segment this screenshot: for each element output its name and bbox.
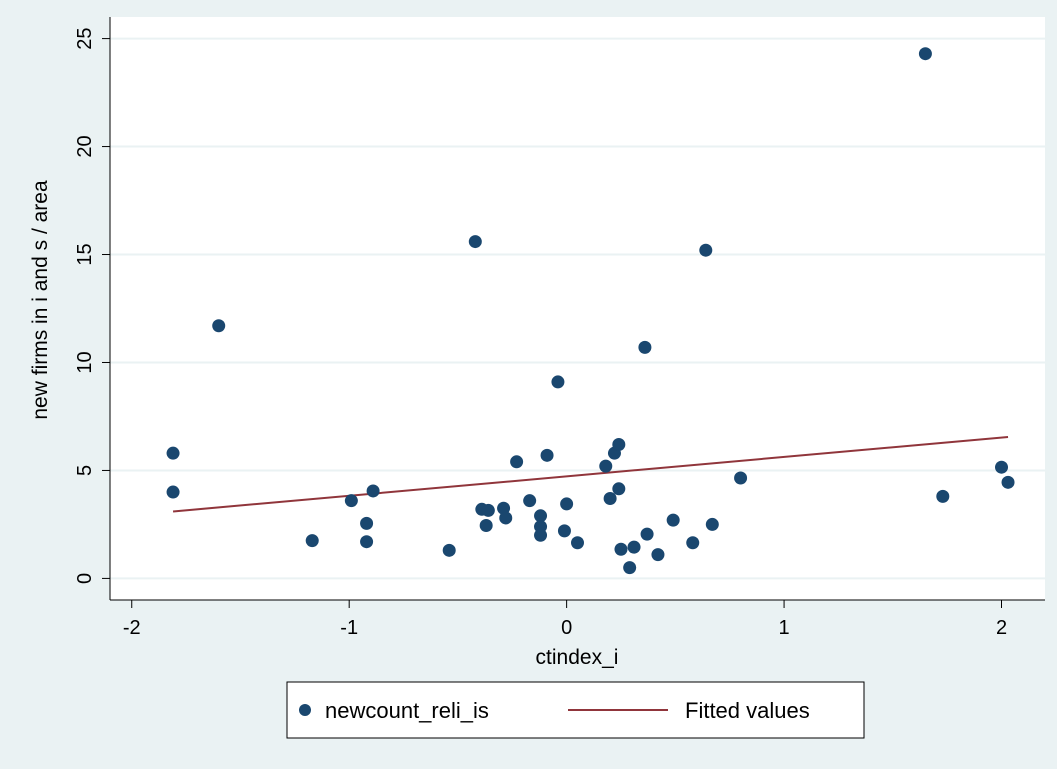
plot-area — [110, 17, 1045, 600]
data-point — [599, 459, 613, 473]
data-point — [479, 519, 493, 533]
fitted-line — [172, 435, 1009, 513]
legend-label-points: newcount_reli_is — [325, 698, 489, 723]
x-tick-label: 2 — [996, 617, 1007, 639]
y-tick-label: 10 — [74, 351, 96, 373]
data-point — [918, 47, 932, 61]
data-point — [499, 511, 513, 525]
data-point — [666, 513, 680, 527]
gridlines — [110, 37, 1045, 580]
data-point — [534, 509, 548, 523]
fitted-values-series — [172, 435, 1009, 513]
data-point — [614, 542, 628, 556]
data-point — [510, 455, 524, 469]
y-tick-label: 0 — [74, 573, 96, 584]
x-tick-label: -1 — [340, 617, 358, 639]
data-point — [640, 527, 654, 541]
data-point — [560, 497, 574, 511]
y-tick-label: 15 — [74, 243, 96, 265]
data-point — [523, 494, 537, 508]
data-point — [705, 517, 719, 531]
data-point — [551, 375, 565, 389]
data-point — [734, 471, 748, 485]
data-point — [627, 540, 641, 554]
legend-label-fit: Fitted values — [685, 698, 810, 723]
data-point — [686, 536, 700, 550]
y-axis-title: new firms in i and s / area — [29, 180, 52, 420]
data-point — [612, 482, 626, 496]
data-point — [360, 516, 374, 530]
data-point — [540, 448, 554, 462]
data-point — [603, 492, 617, 506]
legend-marker-points — [299, 704, 311, 716]
scatter-points — [166, 47, 1015, 575]
y-tick-label: 20 — [74, 135, 96, 157]
data-point — [366, 484, 380, 498]
data-point — [442, 543, 456, 557]
data-point — [305, 534, 319, 548]
legend: newcount_reli_is Fitted values — [286, 681, 865, 739]
y-axis-ticks: 0 5 10 15 20 25 — [74, 27, 110, 584]
data-point — [699, 243, 713, 257]
x-tick-label: -2 — [123, 617, 141, 639]
x-axis-ticks: -2 -1 0 1 2 — [123, 600, 1007, 639]
data-point — [638, 340, 652, 354]
data-point — [360, 535, 374, 549]
x-axis-title: ctindex_i — [536, 646, 619, 669]
data-point — [571, 536, 584, 550]
data-point — [166, 446, 180, 460]
data-point — [995, 460, 1009, 474]
data-point — [612, 438, 626, 452]
data-point — [534, 528, 548, 542]
data-point — [481, 503, 495, 517]
data-point — [651, 548, 665, 562]
data-point — [212, 319, 226, 333]
data-point — [936, 489, 950, 503]
data-point — [557, 524, 571, 538]
x-tick-label: 1 — [779, 617, 790, 639]
y-tick-label: 5 — [74, 465, 96, 476]
data-point — [344, 494, 358, 508]
data-point — [1001, 475, 1015, 489]
data-point — [623, 561, 637, 575]
data-point — [468, 235, 482, 249]
x-tick-label: 0 — [561, 617, 572, 639]
y-tick-label: 25 — [74, 27, 96, 49]
data-point — [166, 485, 180, 499]
data-point — [497, 501, 511, 515]
